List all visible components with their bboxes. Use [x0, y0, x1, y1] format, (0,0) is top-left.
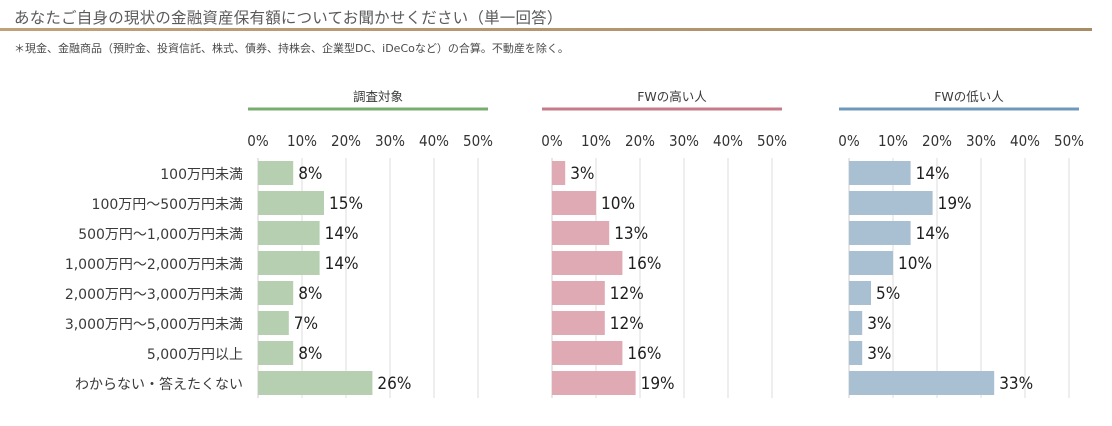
data-label: 8% — [298, 344, 322, 364]
data-label: 12% — [610, 284, 644, 304]
x-tick-label: 30% — [669, 132, 699, 150]
bar — [552, 281, 605, 305]
bar — [849, 161, 911, 185]
data-label: 8% — [298, 164, 322, 184]
bar — [258, 221, 320, 245]
data-label: 26% — [377, 374, 411, 394]
panel-title: 調査対象 — [353, 89, 403, 104]
data-label: 16% — [627, 344, 661, 364]
data-label: 14% — [325, 224, 359, 244]
data-label: 14% — [325, 254, 359, 274]
bar — [552, 191, 596, 215]
category-label: わからない・答えたくない — [75, 376, 243, 393]
category-label: 3,000万円～5,000万円未満 — [65, 317, 243, 333]
x-tick-label: 40% — [1010, 132, 1040, 150]
category-label: 500万円～1,000万円未満 — [78, 227, 243, 243]
bar — [849, 221, 911, 245]
x-tick-label: 30% — [375, 132, 405, 150]
data-label: 19% — [938, 194, 972, 214]
data-label: 3% — [867, 314, 891, 334]
category-label: 100万円未満 — [160, 167, 243, 183]
bar — [258, 341, 294, 365]
data-label: 33% — [999, 374, 1033, 394]
data-label: 10% — [898, 254, 932, 274]
data-label: 14% — [916, 164, 950, 184]
bar — [552, 221, 610, 245]
category-label: 1,000万円～2,000万円未満 — [65, 257, 243, 273]
data-label: 3% — [867, 344, 891, 364]
bar — [849, 341, 863, 365]
panel-title: FWの低い人 — [934, 89, 1004, 104]
x-tick-label: 20% — [331, 132, 361, 150]
bar — [258, 251, 320, 275]
page-title: あなたご自身の現状の金融資産保有額についてお聞かせください（単一回答） — [14, 9, 563, 27]
bar — [258, 281, 294, 305]
bar — [258, 311, 289, 335]
data-label: 16% — [627, 254, 661, 274]
bar — [258, 371, 373, 395]
data-label: 8% — [298, 284, 322, 304]
panel-title: FWの高い人 — [637, 89, 707, 104]
data-label: 12% — [610, 314, 644, 334]
data-label: 3% — [570, 164, 594, 184]
x-tick-label: 40% — [419, 132, 449, 150]
bar — [849, 191, 933, 215]
data-label: 7% — [294, 314, 318, 334]
x-tick-label: 0% — [838, 132, 860, 150]
title-divider — [0, 28, 1092, 31]
footnote: ＊現金、金融商品（預貯金、投資信託、株式、債券、持株会、企業型DC、iDeCoな… — [14, 42, 569, 55]
x-tick-label: 50% — [463, 132, 493, 150]
bar — [552, 371, 636, 395]
bar — [849, 281, 871, 305]
data-label: 14% — [916, 224, 950, 244]
category-label: 100万円～500万円未満 — [92, 197, 243, 213]
category-label: 2,000万円～3,000万円未満 — [65, 287, 243, 303]
bar — [849, 311, 863, 335]
bar — [849, 371, 995, 395]
bar — [258, 191, 324, 215]
x-tick-label: 10% — [287, 132, 317, 150]
x-tick-label: 30% — [966, 132, 996, 150]
bar — [849, 251, 893, 275]
bar — [552, 251, 623, 275]
category-label: 5,000万円以上 — [147, 347, 243, 363]
x-tick-label: 0% — [247, 132, 269, 150]
data-label: 19% — [641, 374, 675, 394]
data-label: 10% — [601, 194, 635, 214]
x-tick-label: 0% — [541, 132, 563, 150]
x-tick-label: 20% — [625, 132, 655, 150]
data-label: 5% — [876, 284, 900, 304]
x-tick-label: 50% — [757, 132, 787, 150]
x-tick-label: 40% — [713, 132, 743, 150]
x-tick-label: 50% — [1054, 132, 1084, 150]
bar — [552, 341, 623, 365]
x-tick-label: 10% — [878, 132, 908, 150]
x-tick-label: 10% — [581, 132, 611, 150]
data-label: 15% — [329, 194, 363, 214]
bar — [552, 161, 566, 185]
data-label: 13% — [614, 224, 648, 244]
x-tick-label: 20% — [922, 132, 952, 150]
bar — [258, 161, 294, 185]
bar — [552, 311, 605, 335]
